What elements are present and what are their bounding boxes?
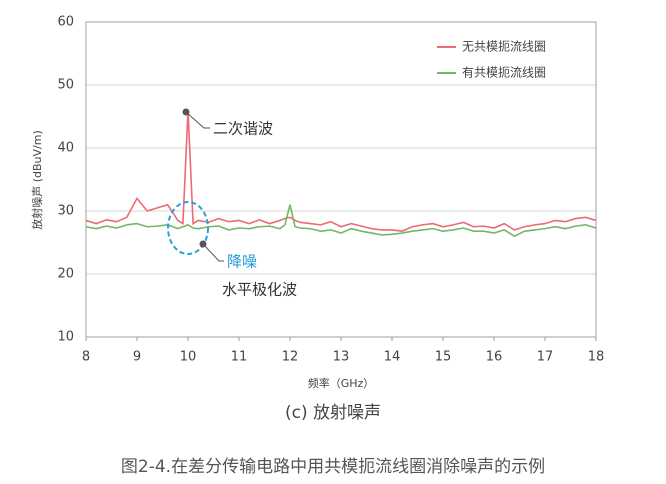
- y-tick-label: 10: [57, 330, 74, 345]
- series-line: [85, 110, 597, 232]
- annotation-leader: [202, 243, 224, 262]
- x-tick-label: 10: [180, 350, 197, 365]
- y-tick-label: 50: [57, 78, 74, 93]
- annotation-leader: [185, 111, 210, 129]
- y-tick-label: 20: [57, 267, 74, 282]
- x-tick-label: 15: [435, 350, 452, 365]
- x-tick-label: 8: [82, 350, 90, 365]
- x-tick-label: 11: [231, 350, 248, 365]
- x-tick-label: 9: [133, 350, 141, 365]
- caption: 图2-4.在差分传输电路中用共模扼流线圈消除噪声的示例: [121, 457, 545, 477]
- y-tick-label: 60: [57, 15, 74, 30]
- highlight-circle: [167, 201, 209, 255]
- x-tick-label: 14: [384, 350, 401, 365]
- legend-label: 有共模扼流线圈: [462, 65, 546, 80]
- annotation: 二次谐波: [213, 120, 273, 138]
- x-tick-label: 13: [333, 350, 350, 365]
- annotation: 水平极化波: [222, 281, 297, 299]
- x-tick-label: 12: [282, 350, 299, 365]
- x-axis-title: 频率（GHz）: [308, 376, 375, 390]
- series-line: [85, 204, 597, 238]
- y-axis-title: 放射噪声 (dBuV/m): [30, 130, 44, 230]
- x-tick-label: 17: [537, 350, 554, 365]
- x-tick-label: 16: [486, 350, 503, 365]
- subtitle: (c) 放射噪声: [285, 403, 381, 423]
- annotation: 降噪: [227, 253, 257, 271]
- x-tick-label: 18: [588, 350, 605, 365]
- y-tick-label: 30: [57, 204, 74, 219]
- y-tick-label: 40: [57, 141, 74, 156]
- plot-border: [85, 21, 597, 338]
- legend-label: 无共模扼流线圈: [462, 39, 546, 54]
